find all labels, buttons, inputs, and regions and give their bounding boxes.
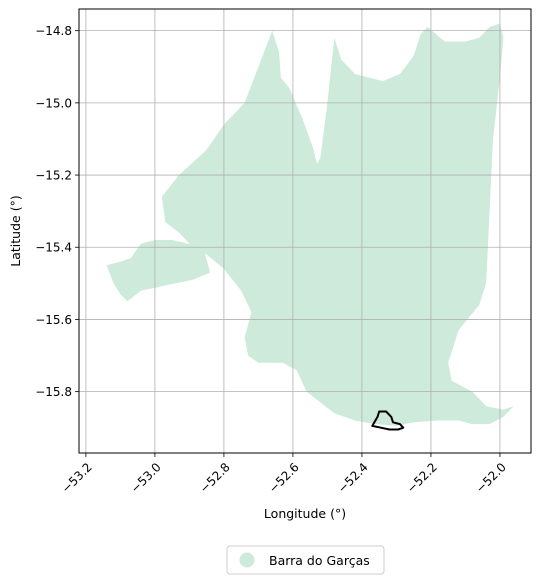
legend: Barra do Garças	[226, 545, 385, 575]
grid-lines	[79, 9, 531, 453]
y-axis-label: Latitude (°)	[8, 195, 23, 266]
legend-marker	[239, 552, 255, 568]
x-axis-label: Longitude (°)	[264, 506, 346, 521]
legend-label: Barra do Garças	[269, 553, 370, 568]
region-polygon-west-lobe	[106, 240, 211, 302]
y-axis-ticks: −14.8 −15.0 −15.2 −15.4 −15.6 −15.8	[35, 24, 79, 399]
x-axis-ticks: −53.2 −53.0 −52.8 −52.6 −52.4 −52.2 −52.0	[59, 453, 509, 496]
x-tick-label: −52.0	[473, 460, 509, 496]
x-tick-label: −52.4	[335, 460, 371, 496]
y-tick-label: −15.2	[35, 169, 72, 183]
x-tick-label: −52.8	[197, 460, 233, 496]
y-tick-label: −14.8	[35, 24, 72, 38]
x-tick-label: −52.6	[266, 460, 302, 496]
legend-box	[226, 545, 385, 575]
y-tick-label: −15.4	[35, 241, 72, 255]
outline-layer	[371, 410, 405, 431]
y-tick-label: −15.8	[35, 385, 72, 399]
y-tick-label: −15.6	[35, 313, 72, 327]
x-tick-label: −53.2	[59, 460, 95, 496]
axes-frame	[78, 8, 532, 454]
region-polygon	[161, 23, 514, 426]
x-tick-label: −53.0	[128, 460, 164, 496]
x-tick-label: −52.2	[404, 460, 440, 496]
y-tick-label: −15.0	[35, 96, 72, 110]
region-layer	[106, 23, 514, 426]
focus-area-outline	[371, 410, 405, 431]
